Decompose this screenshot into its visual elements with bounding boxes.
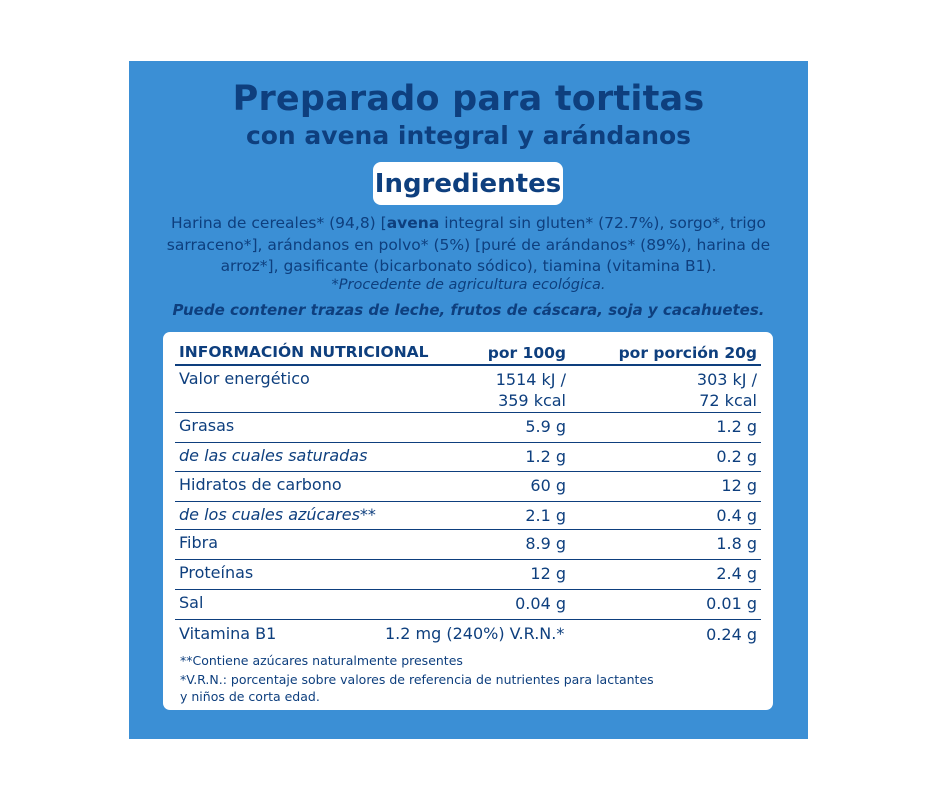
row-label: de las cuales saturadas: [179, 446, 368, 465]
footnote-vrn-cont: y niños de corta edad.: [180, 689, 320, 704]
row-col1: 5.9 g: [525, 417, 566, 436]
energy-col1-line2: 359 kcal: [498, 391, 566, 410]
row-col2: 0.2 g: [716, 447, 757, 466]
energy-col2-line1: 303 kJ /: [696, 370, 757, 389]
nutrition-header-label: INFORMACIÓN NUTRICIONAL: [179, 343, 429, 361]
row-col1: 60 g: [530, 476, 566, 495]
product-panel: Preparado para tortitas con avena integr…: [129, 61, 808, 739]
row-label: Vitamina B1: [179, 624, 277, 643]
nutrition-header-row: INFORMACIÓN NUTRICIONAL por 100g por por…: [175, 340, 761, 366]
row-col1: 1.2 mg (240%) V.R.N.*: [385, 624, 565, 643]
energy-col2-line2: 72 kcal: [699, 391, 757, 410]
row-col2: 2.4 g: [716, 564, 757, 583]
row-label: Grasas: [179, 416, 235, 435]
row-label: de los cuales azúcares**: [179, 505, 376, 524]
row-col1: 0.04 g: [515, 594, 566, 613]
row-label: Sal: [179, 593, 204, 612]
row-col1: 12 g: [530, 564, 566, 583]
table-row-sugars: de los cuales azúcares** 2.1 g 0.4 g: [175, 502, 761, 530]
table-row-carbs: Hidratos de carbono 60 g 12 g: [175, 472, 761, 502]
table-row-saturated: de las cuales saturadas 1.2 g 0.2 g: [175, 443, 761, 472]
row-col1: 1514 kJ / 359 kcal: [496, 369, 566, 411]
nutrition-header-col2: por porción 20g: [618, 344, 757, 362]
row-col2: 303 kJ / 72 kcal: [697, 369, 757, 411]
row-col2: 0.4 g: [716, 506, 757, 525]
row-col2: 12 g: [721, 476, 757, 495]
row-col2: 0.24 g: [706, 625, 757, 644]
row-label: Hidratos de carbono: [179, 475, 342, 494]
ingredients-text: Harina de cereales* (94,8) [avena integr…: [151, 213, 786, 278]
footnote-sugars: **Contiene azúcares naturalmente present…: [180, 653, 463, 668]
ingredients-heading: Ingredientes: [373, 162, 563, 205]
table-row-vitamin: Vitamina B1 1.2 mg (240%) V.R.N.* 0.24 g: [175, 621, 761, 649]
ingredients-bold-allergen: avena: [386, 214, 440, 232]
product-title: Preparado para tortitas: [232, 79, 705, 119]
product-subtitle: con avena integral y arándanos: [245, 121, 692, 150]
row-col2: 0.01 g: [706, 594, 757, 613]
traces-warning: Puede contener trazas de leche, frutos d…: [172, 301, 765, 319]
ingredients-part2: integral sin gluten* (72.7%), sorgo*, tr…: [166, 214, 771, 275]
row-col2: 1.2 g: [716, 417, 757, 436]
table-row-protein: Proteínas 12 g 2.4 g: [175, 560, 761, 590]
row-col2: 1.8 g: [716, 534, 757, 553]
energy-col1-line1: 1514 kJ /: [495, 370, 566, 389]
row-col1: 8.9 g: [525, 534, 566, 553]
row-col1: 1.2 g: [525, 447, 566, 466]
table-row-salt: Sal 0.04 g 0.01 g: [175, 590, 761, 620]
row-label: Proteínas: [179, 563, 254, 582]
organic-note: *Procedente de agricultura ecológica.: [331, 277, 606, 293]
row-label: Fibra: [179, 533, 219, 552]
table-row-energy: Valor energético 1514 kJ / 359 kcal 303 k…: [175, 366, 761, 413]
table-row-fat: Grasas 5.9 g 1.2 g: [175, 413, 761, 443]
row-label: Valor energético: [179, 369, 310, 388]
footnote-vrn: *V.R.N.: porcentaje sobre valores de ref…: [180, 672, 654, 687]
row-col1: 2.1 g: [525, 506, 566, 525]
ingredients-part1: Harina de cereales* (94,8) [: [171, 214, 387, 232]
nutrition-table: INFORMACIÓN NUTRICIONAL por 100g por por…: [163, 332, 773, 710]
table-row-fiber: Fibra 8.9 g 1.8 g: [175, 530, 761, 560]
nutrition-header-col1: por 100g: [487, 344, 566, 362]
